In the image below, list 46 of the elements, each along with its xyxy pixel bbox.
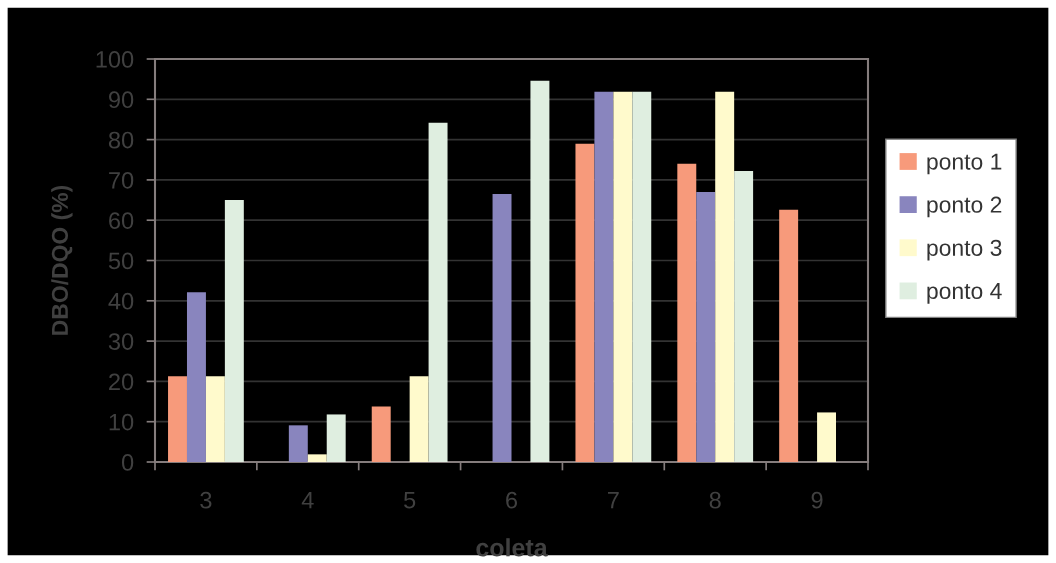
y-tick-label: 50: [108, 252, 134, 270]
bar: [371, 406, 391, 462]
y-tick-label: 0: [121, 454, 134, 471]
bar: [326, 414, 346, 462]
x-tick-label: 8: [709, 491, 721, 509]
y-tick-label: 10: [109, 413, 134, 431]
bar: [594, 91, 614, 462]
x-tick-label: 5: [404, 492, 416, 509]
bar: [677, 163, 697, 462]
bar: [575, 143, 595, 462]
bar: [530, 80, 550, 462]
bar: [224, 200, 244, 462]
x-axis-title: coleta: [476, 538, 548, 557]
y-tick-label: 90: [109, 91, 134, 109]
bar: [205, 376, 225, 462]
bar: [428, 122, 448, 462]
bar: [288, 425, 308, 462]
bar: [492, 194, 512, 462]
bar: [734, 171, 754, 462]
bar: [409, 376, 429, 462]
y-axis-title: DBO/DQO (%): [51, 185, 73, 335]
x-tick-label: 6: [506, 491, 518, 509]
x-tick-label: 7: [608, 492, 619, 509]
y-tick-label: 80: [108, 131, 134, 149]
bar: [715, 91, 735, 462]
bar: [168, 376, 187, 462]
y-tick-label: 30: [108, 333, 134, 350]
legend-label: ponto 2: [927, 196, 1002, 218]
legend-label: ponto 1: [927, 153, 1002, 175]
y-tick-label: 100: [96, 51, 134, 68]
bar: [632, 91, 652, 462]
y-tick-label: 40: [108, 292, 134, 310]
legend-label: ponto 4: [927, 283, 1002, 304]
bar: [779, 209, 799, 462]
bar: [817, 412, 837, 462]
x-tick-label: 4: [301, 492, 314, 509]
bar: [186, 292, 206, 462]
bar: [613, 91, 633, 462]
legend-label: ponto 3: [927, 239, 1002, 261]
y-tick-label: 70: [109, 171, 134, 189]
bar: [696, 191, 716, 462]
bar: [307, 454, 327, 462]
x-tick-label: 9: [811, 491, 823, 509]
y-tick-label: 60: [109, 212, 134, 229]
y-tick-label: 20: [109, 373, 134, 391]
x-tick-label: 3: [200, 491, 212, 509]
